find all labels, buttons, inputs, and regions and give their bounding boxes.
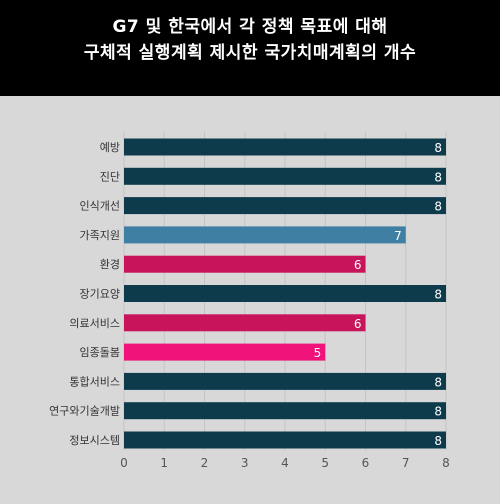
x-tick-label: 4 (281, 456, 289, 470)
data-label: 8 (434, 170, 442, 184)
x-tick-label: 5 (321, 456, 329, 470)
data-label: 8 (434, 375, 442, 389)
category-label: 진단 (100, 170, 120, 183)
category-label: 장기요양 (80, 288, 120, 301)
bar (124, 138, 446, 156)
x-tick-label: 0 (120, 456, 128, 470)
data-label: 7 (394, 229, 402, 243)
data-label: 6 (354, 258, 362, 272)
category-label: 환경 (100, 258, 120, 271)
bar (124, 372, 446, 390)
category-label: 인식개선 (80, 200, 120, 213)
bar-chart: 예방진단인식개선가족지원환경장기요양의료서비스임종돌봄통합서비스연구와기술개발정… (49, 132, 450, 470)
category-label: 가족지원 (80, 229, 120, 242)
bar (124, 255, 366, 273)
value-labels: 8 8 8 7 6 8 6 5 8 8 8 (314, 141, 442, 448)
bar (124, 285, 446, 302)
bar (124, 314, 366, 332)
chart-title-line-2: 구체적 실행계획 제시한 국가치매계획의 개수 (83, 43, 417, 63)
bar (124, 167, 446, 185)
bar (124, 343, 326, 361)
data-label: 8 (434, 405, 442, 419)
data-label: 5 (314, 346, 322, 360)
category-label: 연구와기술개발 (49, 405, 120, 418)
chart-title-banner: G7 및 한국에서 각 정책 목표에 대해 구체적 실행계획 제시한 국가치매계… (0, 0, 500, 96)
x-tick-label: 2 (201, 456, 209, 470)
x-tick-label: 3 (241, 456, 249, 470)
bar (124, 226, 406, 244)
category-label: 임종돌봄 (80, 346, 120, 359)
data-label: 8 (434, 434, 442, 448)
category-label: 정보시스템 (69, 434, 120, 447)
bars (124, 138, 446, 449)
x-tick-label: 6 (362, 456, 370, 470)
bar (124, 402, 446, 420)
x-tick-label: 1 (160, 456, 168, 470)
category-labels: 예방진단인식개선가족지원환경장기요양의료서비스임종돌봄통합서비스연구와기술개발정… (49, 141, 120, 447)
data-label: 6 (354, 317, 362, 331)
chart-title-line-1: G7 및 한국에서 각 정책 목표에 대해 (112, 17, 388, 37)
data-label: 8 (434, 200, 442, 214)
category-label: 통합서비스 (69, 375, 120, 388)
data-label: 8 (434, 141, 442, 155)
category-label: 예방 (100, 141, 120, 154)
data-label: 8 (434, 288, 442, 302)
category-label: 의료서비스 (69, 317, 120, 330)
bar (124, 197, 446, 215)
x-tick-label: 7 (402, 456, 410, 470)
bar (124, 431, 446, 449)
x-axis-ticks: 0 1 2 3 4 5 6 7 8 (120, 456, 450, 470)
x-tick-label: 8 (442, 456, 450, 470)
